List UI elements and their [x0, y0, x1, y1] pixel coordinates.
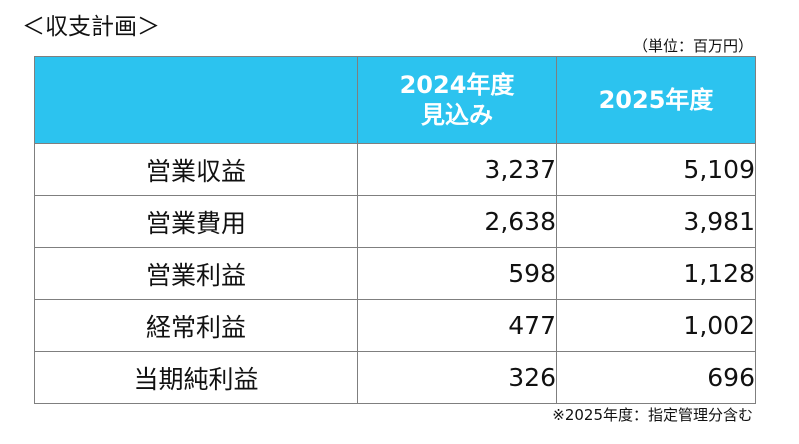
header-fy2024-forecast: 2024年度 見込み	[357, 56, 557, 144]
value-fy2024: 3,237	[357, 143, 557, 196]
value-fy2024: 326	[357, 351, 557, 404]
row-label: 営業利益	[34, 247, 358, 300]
value-fy2024: 477	[357, 299, 557, 352]
value-fy2024: 2,638	[357, 195, 557, 248]
value-fy2025: 1,128	[556, 247, 756, 300]
row-label: 営業収益	[34, 143, 358, 196]
unit-note: （単位：百万円）	[632, 37, 753, 55]
value-fy2024: 598	[357, 247, 557, 300]
value-fy2025: 3,981	[556, 195, 756, 248]
header-fy2024-year: 2024年度	[399, 71, 515, 99]
page-title: ＜収支計画＞	[22, 14, 160, 40]
row-label: 経常利益	[34, 299, 358, 352]
table-row: 営業利益 598 1,128	[34, 247, 756, 300]
table-row: 経常利益 477 1,002	[34, 299, 756, 352]
header-fy2025: 2025年度	[556, 56, 756, 144]
table-row: 営業収益 3,237 5,109	[34, 143, 756, 196]
row-label: 営業費用	[34, 195, 358, 248]
table-row: 営業費用 2,638 3,981	[34, 195, 756, 248]
footnote: ※2025年度：指定管理分含む	[552, 406, 753, 424]
table-header-row: 2024年度 見込み 2025年度	[34, 56, 756, 144]
header-corner-cell	[34, 56, 358, 144]
financial-plan-table: 2024年度 見込み 2025年度 営業収益 3,237 5,109 営業費用 …	[34, 56, 756, 404]
value-fy2025: 5,109	[556, 143, 756, 196]
header-fy2024-forecast-label: 見込み	[421, 101, 493, 129]
table-row: 当期純利益 326 696	[34, 351, 756, 404]
row-label: 当期純利益	[34, 351, 358, 404]
value-fy2025: 696	[556, 351, 756, 404]
value-fy2025: 1,002	[556, 299, 756, 352]
